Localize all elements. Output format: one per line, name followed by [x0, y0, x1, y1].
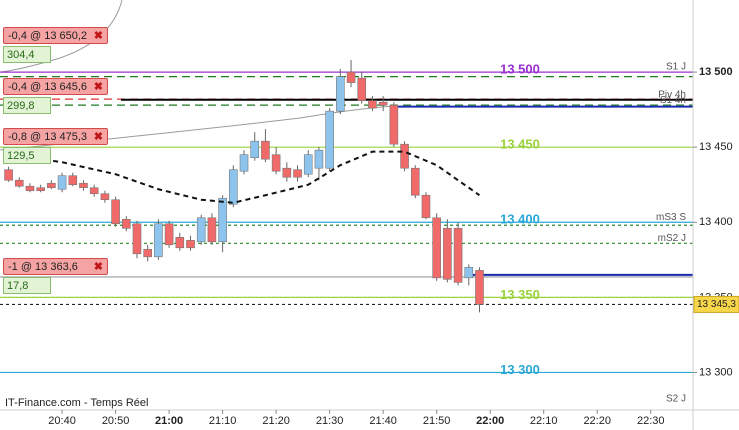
level-label: 13 300	[500, 362, 540, 377]
candle-body	[282, 167, 292, 178]
level-tag: S1 J	[666, 62, 686, 73]
candle-body	[14, 179, 24, 187]
candle-body	[186, 239, 195, 249]
indicator-curve	[0, 0, 123, 73]
candle-body	[229, 169, 238, 205]
x-tick-label: 21:30	[316, 415, 344, 427]
y-tick-label: 13 400	[699, 216, 733, 228]
candle-body	[400, 143, 409, 169]
source-label: IT-Finance.com - Temps Réel	[5, 397, 148, 409]
level-tag: S1 4h	[660, 95, 686, 106]
x-tick-label: 22:30	[637, 415, 665, 427]
candle-body	[368, 100, 377, 109]
candle-body	[89, 187, 99, 195]
candle-body	[196, 217, 206, 243]
candle-body	[314, 149, 324, 169]
candle-body	[164, 223, 174, 246]
order: -1 @ 13 363,6 ✖ 17,8	[3, 258, 108, 294]
candle-body	[410, 167, 420, 196]
candle-body	[464, 267, 474, 279]
x-tick-label: 20:40	[48, 415, 76, 427]
level-tag: mS3 S	[656, 212, 686, 223]
order-label: -0,8 @ 13 475,3 ✖	[3, 128, 108, 145]
candle-body	[143, 249, 152, 258]
level-tag: Piv 4h	[658, 89, 686, 100]
order-text: -0,8 @ 13 475,3	[8, 131, 88, 143]
x-tick-label: 22:10	[530, 415, 558, 427]
order-pnl: 299,8	[3, 97, 51, 114]
candle-body	[293, 169, 302, 178]
level-label: 13 450	[500, 137, 540, 152]
candle-body	[432, 217, 441, 279]
candle-body	[79, 182, 88, 189]
x-tick-label: 21:50	[423, 415, 451, 427]
order-pnl: 129,5	[3, 147, 51, 164]
level-label: 13 400	[500, 212, 540, 227]
level-tag: mS2 J	[658, 233, 686, 244]
candle-body	[453, 227, 463, 283]
x-tick-label: 22:00	[476, 415, 504, 427]
close-order[interactable]: ✖	[93, 81, 103, 93]
last-price-tag	[693, 295, 739, 313]
moving-average	[8, 150, 481, 204]
x-tick-label: 21:10	[209, 415, 237, 427]
order-text: -0,4 @ 13 645,6	[8, 81, 88, 93]
candle-body	[378, 101, 388, 106]
level-label: 13 500	[500, 62, 540, 77]
order-label: -0,4 @ 13 650,2 ✖	[3, 27, 108, 44]
candle-body	[47, 182, 56, 189]
order-pnl: 17,8	[3, 277, 51, 294]
close-order[interactable]: ✖	[93, 131, 103, 143]
order: -0,4 @ 13 645,6 ✖ 299,8	[3, 78, 108, 114]
x-tick-label: 20:50	[102, 415, 130, 427]
candle-body	[239, 154, 249, 172]
x-tick-label: 21:00	[155, 415, 183, 427]
close-order[interactable]: ✖	[93, 30, 103, 42]
level-label: 13 350	[500, 287, 540, 302]
close-order[interactable]: ✖	[93, 261, 103, 273]
candle-body	[475, 270, 484, 305]
candle-body	[100, 193, 110, 201]
candle-body	[250, 140, 260, 158]
level-tag: S2 J	[666, 394, 686, 405]
order-label: -1 @ 13 363,6 ✖	[3, 258, 108, 275]
candle-body	[346, 71, 356, 83]
candle-body	[389, 104, 399, 145]
candle-body	[175, 236, 185, 249]
candle-body	[4, 169, 13, 181]
order: -0,8 @ 13 475,3 ✖ 129,5	[3, 128, 108, 164]
x-tick-label: 21:40	[369, 415, 397, 427]
last-price-label: 13 345,3	[697, 299, 736, 310]
order-pnl: 304,4	[3, 46, 51, 63]
candle-body	[357, 77, 367, 101]
candle-body	[154, 223, 163, 258]
y-tick-label: 13 300	[699, 366, 733, 378]
x-tick-label: 21:20	[262, 415, 290, 427]
candle-body	[421, 194, 431, 219]
candle-body	[132, 223, 142, 255]
candle-body	[207, 217, 217, 243]
x-tick-label: 22:20	[583, 415, 611, 427]
order-text: -0,4 @ 13 650,2	[8, 30, 88, 42]
candle-body	[218, 197, 227, 243]
order-label: -0,4 @ 13 645,6 ✖	[3, 78, 108, 95]
candle-body	[325, 110, 334, 169]
candle-body	[111, 199, 120, 225]
y-tick-label: 13 500	[699, 66, 733, 78]
candle-body	[121, 218, 131, 229]
candle-body	[36, 187, 45, 192]
candle-body	[57, 175, 67, 190]
order: -0,4 @ 13 650,2 ✖ 304,4	[3, 27, 108, 63]
candle-body	[443, 227, 452, 280]
candle-body	[303, 154, 313, 175]
candle-body	[68, 175, 78, 186]
candle-body	[336, 76, 345, 112]
y-tick-label: 13 450	[699, 141, 733, 153]
candle-body	[271, 154, 281, 172]
candle-body	[25, 185, 35, 192]
candle-body	[261, 140, 270, 160]
order-text: -1 @ 13 363,6	[8, 261, 78, 273]
